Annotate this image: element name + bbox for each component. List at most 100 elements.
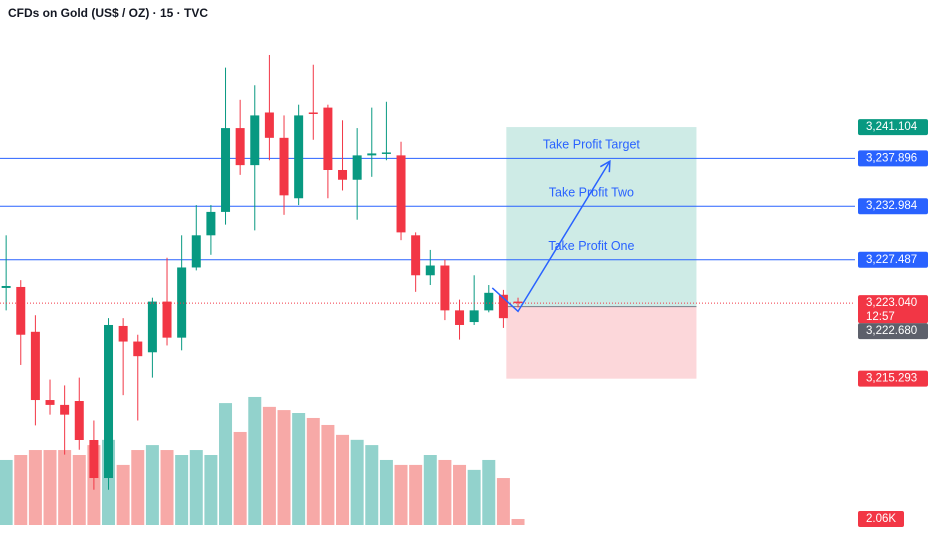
- price-badge: [858, 150, 928, 167]
- level-name: Take Profit Target: [543, 138, 641, 152]
- volume-bar: [219, 403, 233, 525]
- candle-body: [323, 107, 333, 170]
- price-badge: [858, 198, 928, 215]
- volume-bar: [336, 434, 350, 525]
- price-badge-label: 3,222.680: [866, 325, 917, 337]
- volume-bar: [160, 450, 174, 525]
- price-badge-label: 3,223.040: [866, 297, 917, 309]
- volume-bar: [292, 413, 306, 525]
- profit-zone: [506, 127, 697, 307]
- candle-body: [455, 310, 465, 325]
- candle-body: [264, 112, 274, 138]
- loss-zone: [506, 306, 697, 379]
- candle-body: [338, 169, 348, 180]
- countdown: 12:57: [866, 311, 895, 323]
- candle-body: [308, 112, 318, 114]
- volume-bar: [511, 518, 525, 525]
- volume-bar: [72, 455, 86, 525]
- volume-bar: [43, 450, 57, 525]
- volume-bar: [145, 445, 159, 525]
- volume-bar: [189, 450, 203, 525]
- volume-bar: [28, 450, 42, 525]
- candle-body: [469, 310, 479, 323]
- candle-body: [74, 401, 84, 441]
- candle-body: [104, 324, 114, 479]
- candle-body: [221, 128, 231, 212]
- volume-bar: [453, 464, 467, 525]
- price-badge: [858, 370, 928, 387]
- volume-bar: [379, 459, 393, 525]
- volume-badge-label: 2.06K: [866, 513, 896, 525]
- candle-body: [147, 301, 157, 353]
- candle-body: [484, 292, 494, 311]
- candle-body: [191, 235, 201, 268]
- price-badge-label: 3,232.984: [866, 200, 918, 212]
- arrow: [491, 160, 611, 313]
- candle-body: [440, 265, 450, 311]
- volume-bar: [365, 445, 379, 525]
- volume-bar: [350, 439, 364, 525]
- volume-bar: [131, 450, 145, 525]
- candle-body: [513, 301, 523, 304]
- price-badge-label: 3,215.293: [866, 373, 917, 385]
- volume-bar: [423, 455, 437, 525]
- volume-bar: [394, 464, 408, 525]
- candle-body: [45, 400, 55, 405]
- volume-bar: [306, 417, 320, 525]
- level-name: Take Profit One: [548, 239, 634, 253]
- chart-title: CFDs on Gold (US$ / OZ) · 15 · TVC: [8, 6, 208, 20]
- candle-body: [1, 285, 11, 288]
- candles: [1, 54, 523, 490]
- candle-body: [162, 301, 172, 338]
- price-badge: [858, 295, 928, 324]
- volume-bar: [58, 450, 72, 525]
- volume-bar: [467, 469, 481, 525]
- candle-body: [235, 128, 245, 166]
- candle-body: [411, 235, 421, 276]
- arrow-head: [599, 159, 611, 173]
- price-badge: [858, 251, 928, 268]
- overlay: [0, 159, 855, 313]
- volume-bar: [248, 396, 262, 525]
- price-badge: [858, 119, 928, 136]
- candle-body: [89, 440, 99, 479]
- volume-bar: [233, 431, 247, 525]
- badges: 3,241.104 3,237.896 3,232.984 3,227.487 3,21…: [858, 119, 928, 527]
- candle-body: [381, 152, 391, 154]
- price-badge-label: 3,241.104: [866, 121, 918, 133]
- volume-bar: [482, 459, 496, 525]
- volume-bar: [175, 455, 189, 525]
- volume-badge: [858, 510, 904, 527]
- candle-body: [177, 267, 187, 338]
- candle-body: [250, 115, 260, 166]
- volume-bar: [204, 455, 218, 525]
- volume-bar: [14, 455, 28, 525]
- volume-bar: [438, 459, 452, 525]
- candle-body: [206, 211, 216, 236]
- price-badge: [858, 323, 928, 340]
- volume-bar: [116, 464, 130, 525]
- candle-body: [118, 325, 128, 342]
- price-badge-label: 3,237.896: [866, 152, 917, 164]
- volume-bar: [496, 478, 510, 525]
- volume-bar: [321, 424, 335, 525]
- volume-bar: [409, 464, 423, 525]
- candle-body: [133, 341, 143, 357]
- volume-bar: [277, 410, 291, 525]
- candle-body: [367, 153, 377, 156]
- volume-bar: [262, 406, 276, 525]
- candle-body: [498, 294, 508, 319]
- candle-body: [60, 404, 70, 415]
- volume-bar: [0, 459, 13, 525]
- candle-body: [294, 115, 304, 199]
- price-badge-label: 3,227.487: [866, 254, 917, 266]
- position-tool: [506, 127, 697, 379]
- candle-body: [16, 286, 26, 335]
- candle-body: [425, 265, 435, 276]
- candle-body: [352, 155, 362, 180]
- candle-body: [396, 155, 406, 233]
- candle-body: [30, 331, 40, 401]
- candle-body: [279, 137, 289, 196]
